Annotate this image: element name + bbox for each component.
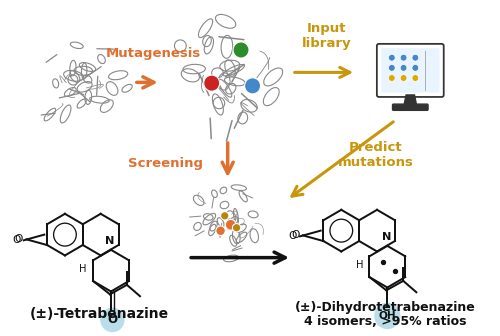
Circle shape	[204, 75, 220, 91]
Circle shape	[388, 54, 395, 61]
Circle shape	[226, 219, 236, 230]
Polygon shape	[404, 95, 416, 105]
Text: O: O	[15, 234, 23, 244]
Text: O: O	[288, 231, 296, 241]
Text: Input
library: Input library	[302, 23, 351, 50]
Text: O: O	[291, 230, 300, 240]
Text: H: H	[356, 260, 363, 269]
Circle shape	[388, 65, 395, 71]
Text: H: H	[80, 264, 87, 274]
Text: N: N	[106, 236, 114, 246]
Circle shape	[400, 65, 407, 71]
Circle shape	[412, 65, 418, 71]
Circle shape	[388, 75, 395, 81]
Circle shape	[244, 78, 260, 94]
Circle shape	[232, 223, 240, 232]
FancyBboxPatch shape	[377, 44, 444, 97]
Circle shape	[412, 75, 418, 81]
Circle shape	[400, 54, 407, 61]
Text: N: N	[382, 232, 391, 242]
Circle shape	[412, 54, 418, 61]
Text: Screening: Screening	[128, 157, 203, 170]
Text: O: O	[108, 313, 118, 326]
Circle shape	[233, 42, 249, 58]
Circle shape	[374, 303, 400, 329]
FancyBboxPatch shape	[392, 104, 428, 110]
Text: Mutagenesis: Mutagenesis	[106, 47, 202, 60]
Circle shape	[100, 307, 124, 332]
Circle shape	[400, 75, 407, 81]
Text: OH: OH	[378, 311, 396, 321]
Text: 4 isomers, >95% ratios: 4 isomers, >95% ratios	[304, 315, 467, 328]
Text: (±)-Tetrabenazine: (±)-Tetrabenazine	[30, 307, 169, 322]
Circle shape	[220, 212, 229, 220]
Text: (±)-Dihydrotetrabenazine: (±)-Dihydrotetrabenazine	[295, 301, 476, 314]
Circle shape	[216, 226, 226, 236]
Text: Predict
mutations: Predict mutations	[338, 141, 413, 169]
FancyBboxPatch shape	[381, 48, 440, 92]
Text: O: O	[12, 235, 20, 245]
